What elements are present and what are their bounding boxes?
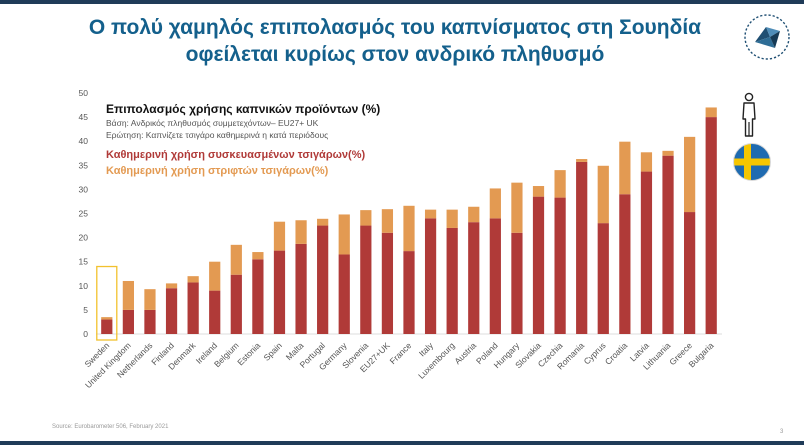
bar-series-1 (446, 227, 458, 334)
logo-icon (744, 14, 790, 60)
bar-series-1 (381, 232, 394, 334)
chart-annotation: Επιπολασμός χρήσης καπνικών προϊόντων (%… (106, 102, 380, 177)
bar-series-1 (165, 288, 178, 334)
bar-series-1 (338, 254, 350, 334)
sweden-highlight-box (96, 265, 118, 341)
bar-series-1 (468, 222, 480, 334)
bar-series-2 (360, 210, 372, 226)
bar-series-2 (640, 152, 653, 172)
bar-series-1 (101, 319, 113, 334)
bar-series-1 (705, 117, 717, 334)
bar-series-1 (230, 274, 242, 334)
bar-series-2 (489, 188, 501, 219)
bar-series-1 (252, 259, 264, 334)
bar-series-2 (424, 209, 437, 219)
x-category-label: Cyprus (582, 340, 608, 366)
bar-series-2 (187, 276, 199, 283)
bar-series-2 (252, 252, 264, 260)
x-category-label: France (388, 340, 414, 366)
bar-series-1 (619, 194, 631, 334)
y-tick-label: 5 (83, 305, 88, 315)
bar-series-2 (230, 244, 242, 275)
y-tick-label: 35 (79, 160, 89, 170)
page-title: Ο πολύ χαμηλός επιπολασμός του καπνίσματ… (0, 14, 790, 68)
bar-series-1 (360, 225, 372, 334)
bar-series-2 (511, 182, 523, 233)
chart-title: Επιπολασμός χρήσης καπνικών προϊόντων (%… (106, 102, 380, 116)
bar-series-1 (273, 250, 286, 334)
bar-series-2 (532, 186, 545, 197)
bar-series-2 (165, 283, 178, 289)
bar-series-2 (295, 220, 307, 244)
bar-series-1 (317, 225, 329, 334)
bar-series-2 (209, 261, 221, 291)
bar-series-1 (532, 196, 545, 334)
y-tick-label: 40 (79, 136, 89, 146)
y-tick-label: 20 (79, 233, 89, 243)
bar-series-2 (338, 214, 350, 255)
bar-series-2 (468, 206, 480, 223)
bar-series-2 (576, 159, 588, 162)
x-category-label: Italy (417, 340, 436, 359)
bar-series-2 (597, 165, 609, 224)
x-category-label: Croatia (603, 340, 630, 367)
bar-series-1 (511, 232, 523, 334)
y-tick-label: 30 (79, 184, 89, 194)
bar-series-1 (576, 161, 588, 334)
bar-series-2 (317, 218, 329, 226)
bar-series-1 (187, 282, 199, 334)
bar-series-1 (684, 212, 696, 334)
bar-series-1 (554, 197, 566, 334)
bar-series-1 (209, 290, 221, 334)
y-tick-label: 45 (79, 112, 89, 122)
bar-series-2 (554, 170, 566, 198)
top-bar (0, 0, 804, 4)
bar-series-2 (101, 317, 113, 320)
bar-series-1 (295, 243, 307, 334)
y-tick-label: 0 (83, 329, 88, 339)
y-tick-label: 25 (79, 209, 89, 219)
bar-series-2 (662, 150, 674, 156)
bottom-bar (0, 441, 804, 445)
page-number: 3 (780, 429, 784, 435)
x-category-label: Estonia (235, 340, 262, 367)
y-tick-label: 15 (79, 257, 89, 267)
bar-series-1 (489, 218, 501, 334)
y-tick-label: 50 (79, 88, 89, 98)
bar-series-2 (684, 136, 696, 213)
bar-series-2 (122, 280, 134, 310)
bar-series-2 (446, 209, 458, 228)
bar-series-1 (424, 218, 437, 334)
legend-series-2: Καθημερινή χρήση στριφτών τσιγάρων(%) (106, 165, 329, 177)
bar-series-1 (403, 251, 415, 334)
page-title-line-1: Ο πολύ χαμηλός επιπολασμός του καπνίσματ… (88, 16, 702, 39)
bar-series-2 (403, 205, 415, 252)
x-category-label: Spain (261, 340, 284, 363)
sweden-flag-icon (733, 143, 771, 181)
bar-series-2 (705, 107, 717, 118)
x-category-label: Austria (452, 340, 478, 366)
bar-series-1 (662, 155, 674, 334)
bar-series-2 (619, 141, 631, 195)
bar-series (101, 107, 717, 334)
bar-series-1 (144, 309, 156, 334)
page-title-line-2: οφείλεται κυρίως στον ανδρικό πληθυσμό (185, 43, 605, 66)
bar-series-2 (273, 221, 286, 251)
bar-series-1 (640, 171, 653, 334)
chart-subtitle-line-1: Βάση: Ανδρικός πληθυσμός συμμετεχόντων– … (106, 118, 319, 128)
y-tick-label: 10 (79, 281, 89, 291)
legend-series-1: Καθημερινή χρήση συσκευασμένων τσιγάρων(… (106, 149, 365, 161)
bar-series-2 (381, 209, 394, 233)
bar-series-2 (144, 289, 156, 310)
bar-series-1 (122, 309, 134, 334)
chart-subtitle-line-2: Ερώτηση: Καπνίζετε τσιγάρο καθημερινά η … (106, 130, 328, 140)
bar-series-1 (597, 223, 609, 334)
person-icon (742, 92, 756, 137)
source-note: Source: Eurobarometer 506, February 2021 (52, 424, 169, 430)
